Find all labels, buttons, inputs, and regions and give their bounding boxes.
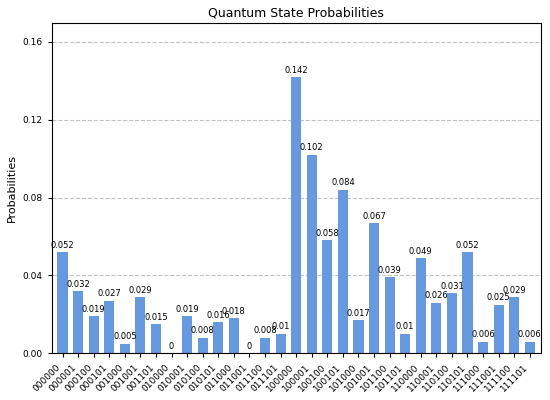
Text: 0.067: 0.067 [362, 212, 386, 220]
Bar [338, 190, 348, 353]
Text: 0.142: 0.142 [284, 66, 308, 75]
Text: 0.027: 0.027 [97, 289, 121, 298]
Bar [182, 316, 192, 353]
Bar [151, 324, 161, 353]
Bar [493, 305, 504, 353]
Text: 0.102: 0.102 [300, 144, 323, 152]
Bar [384, 277, 395, 353]
Text: 0.01: 0.01 [396, 322, 414, 332]
Bar [260, 338, 270, 353]
Bar [369, 223, 379, 353]
Text: 0.039: 0.039 [378, 266, 402, 275]
Text: 0.008: 0.008 [191, 326, 214, 335]
Text: 0.008: 0.008 [253, 326, 277, 335]
Text: 0.026: 0.026 [425, 291, 448, 300]
Text: 0.015: 0.015 [144, 313, 168, 322]
Text: 0.016: 0.016 [206, 311, 230, 320]
Bar [89, 316, 99, 353]
Text: 0: 0 [169, 342, 174, 351]
Text: 0.025: 0.025 [487, 293, 510, 302]
Text: 0.029: 0.029 [502, 286, 526, 294]
Text: 0.017: 0.017 [346, 309, 370, 318]
Bar [291, 77, 301, 353]
Text: 0.019: 0.019 [82, 305, 106, 314]
Text: 0: 0 [247, 342, 252, 351]
Bar [525, 342, 535, 353]
Bar [73, 291, 83, 353]
Bar [463, 252, 472, 353]
Bar [213, 322, 223, 353]
Text: 0.031: 0.031 [440, 282, 464, 291]
Bar [509, 297, 519, 353]
Bar [104, 301, 114, 353]
Y-axis label: Probabilities: Probabilities [7, 154, 17, 222]
Bar [354, 320, 364, 353]
Text: 0.019: 0.019 [175, 305, 199, 314]
Title: Quantum State Probabilities: Quantum State Probabilities [208, 7, 384, 20]
Bar [276, 334, 285, 353]
Bar [58, 252, 68, 353]
Bar [197, 338, 208, 353]
Text: 0.052: 0.052 [455, 241, 479, 250]
Text: 0.052: 0.052 [51, 241, 74, 250]
Text: 0.018: 0.018 [222, 307, 246, 316]
Text: 0.005: 0.005 [113, 332, 136, 341]
Bar [135, 297, 146, 353]
Bar [120, 344, 130, 353]
Bar [400, 334, 410, 353]
Text: 0.029: 0.029 [129, 286, 152, 294]
Text: 0.049: 0.049 [409, 246, 432, 256]
Bar [229, 318, 239, 353]
Bar [416, 258, 426, 353]
Text: 0.058: 0.058 [316, 229, 339, 238]
Text: 0.01: 0.01 [271, 322, 290, 332]
Text: 0.084: 0.084 [331, 178, 355, 188]
Bar [431, 303, 442, 353]
Text: 0.006: 0.006 [518, 330, 542, 339]
Text: 0.006: 0.006 [471, 330, 495, 339]
Text: 0.032: 0.032 [66, 280, 90, 289]
Bar [447, 293, 457, 353]
Bar [322, 240, 332, 353]
Bar [307, 155, 317, 353]
Bar [478, 342, 488, 353]
